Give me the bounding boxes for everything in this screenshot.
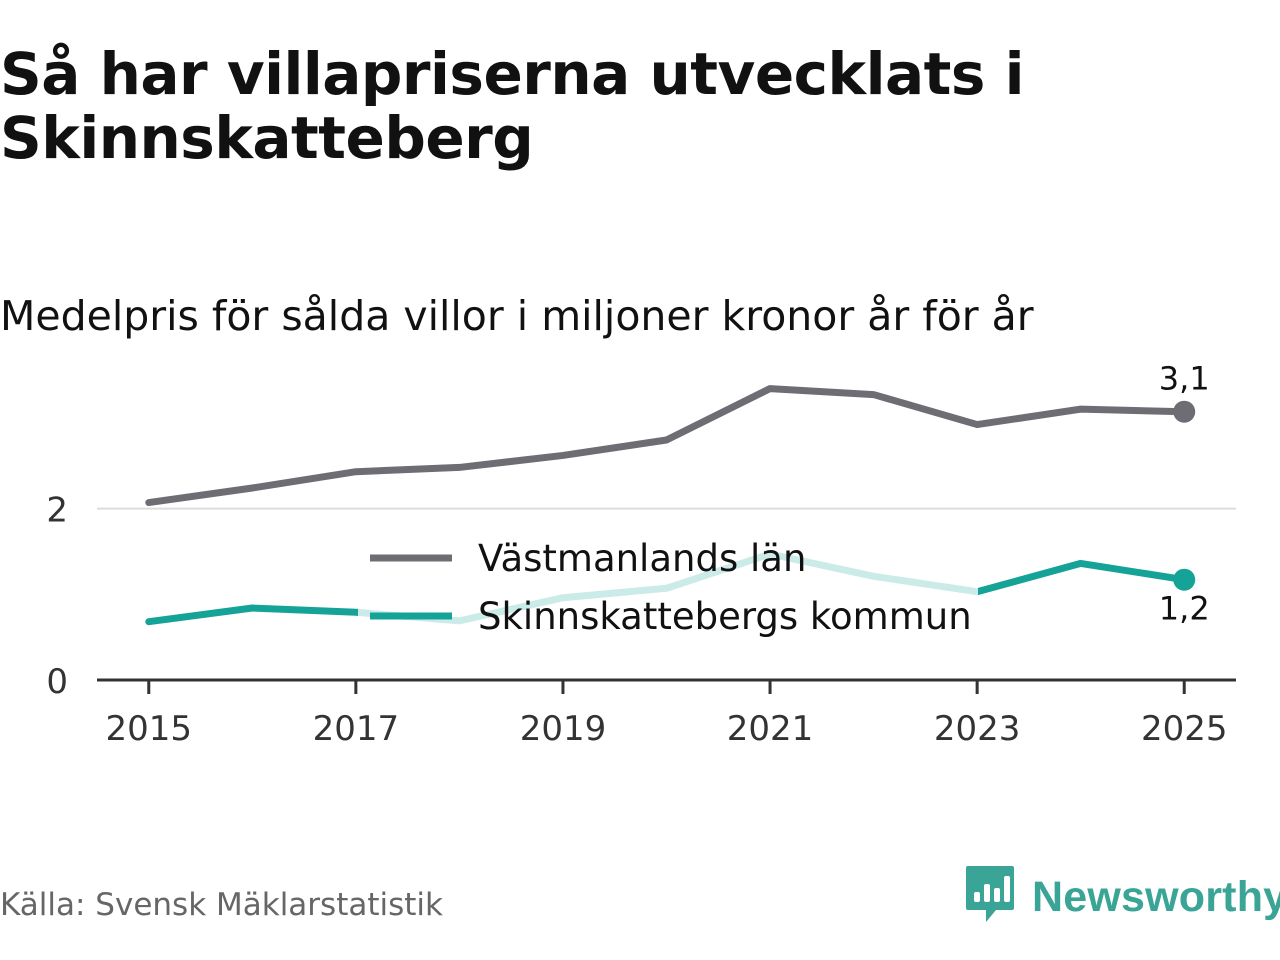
chart-subtitle: Medelpris för sålda villor i miljoner kr… (0, 292, 1034, 340)
x-tick-label: 2017 (313, 709, 400, 749)
chart-title: Så har villapriserna utvecklats i Skinns… (0, 40, 1024, 172)
brand-name: Newsworthy (1032, 872, 1280, 921)
series-end-marker-1 (1173, 400, 1196, 423)
x-tick-label: 2015 (106, 709, 193, 749)
y-tick-label: 0 (46, 662, 68, 702)
x-tick-label: 2023 (934, 709, 1021, 749)
brand-logo[interactable]: Newsworthy (964, 864, 1280, 930)
y-tick-label: 2 (46, 491, 68, 531)
series-line-1 (145, 385, 1188, 507)
newsworthy-logo-icon (964, 864, 1016, 930)
x-tick-label: 2025 (1141, 709, 1228, 749)
series-end-label-2: 1,2 (1159, 590, 1210, 628)
series-end-label-1: 3,1 (1159, 360, 1210, 398)
x-tick-label: 2019 (520, 709, 607, 749)
x-tick-label: 2021 (727, 709, 814, 749)
legend-background (358, 537, 978, 647)
legend-label-2: Skinnskattebergs kommun (478, 595, 972, 638)
source-note: Källa: Svensk Mäklarstatistik (0, 887, 443, 923)
legend-label-1: Västmanlands län (478, 537, 806, 580)
series-end-marker-2 (1173, 568, 1196, 591)
